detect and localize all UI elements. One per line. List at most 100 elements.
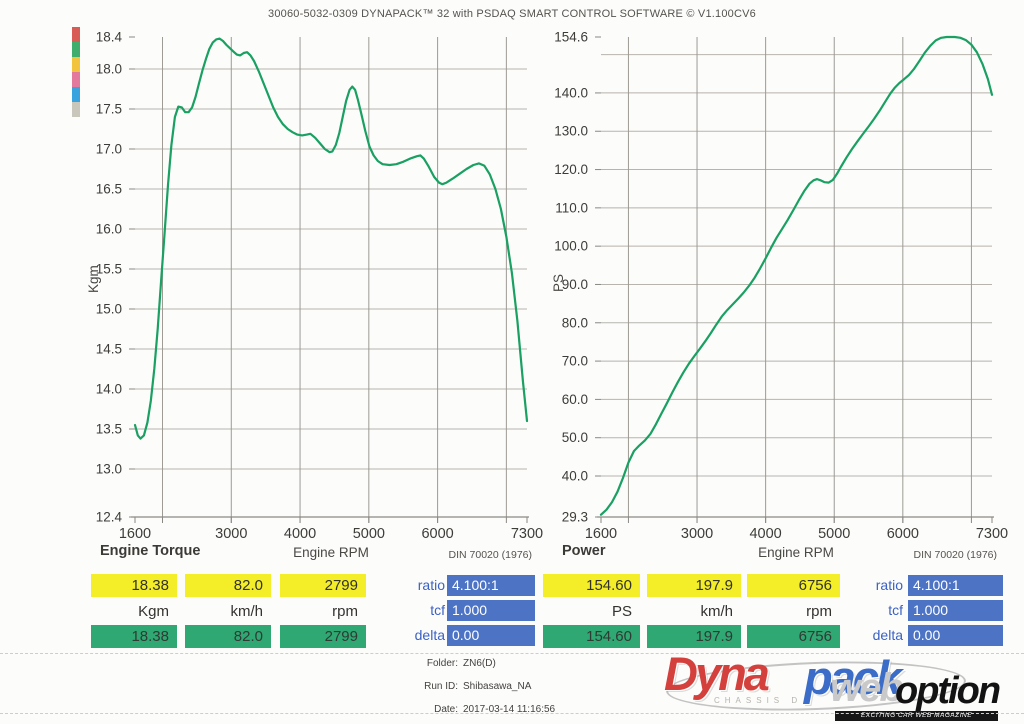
delta-label: delta [872,627,903,643]
torque-y-tick-label: 14.0 [96,382,122,397]
torque-x-tick-label: 4000 [284,526,316,542]
torque-y-tick-label: 17.0 [96,142,122,157]
delta-value: 0.00 [447,625,535,646]
torque-x-axis-label: Engine RPM [293,545,369,560]
tcf-value: 1.000 [908,600,1003,621]
power-x-tick-label: 5000 [818,526,850,542]
power-y-tick-label: 29.3 [562,510,588,525]
run-id-value: Shibasawa_NA [463,681,532,692]
power-y-tick-label: 100.0 [554,239,588,254]
speed-unit: km/h [230,603,263,620]
run-id-row: Run ID: Shibasawa_NA [410,681,531,692]
legend-color-swatch [72,42,80,57]
torque-din-standard: DIN 70020 (1976) [448,549,532,561]
run-id-label: Run ID: [424,681,458,692]
delta-label: delta [414,627,445,643]
power-y-tick-label: 90.0 [562,277,588,292]
dynapack-weboption-logo: Dyna pack CHASSIS D web option EXCITING … [652,647,1022,722]
legend-color-swatch [72,27,80,42]
folder-label: Folder: [426,658,458,669]
power-curve [599,35,994,516]
torque-cursor-rpm: 2799 [280,625,366,648]
power-x-tick-label: 7300 [976,526,1008,542]
power-y-tick-label: 60.0 [562,392,588,407]
torque-x-tick-label: 3000 [215,526,247,542]
torque-peak-speed: 82.0 [185,574,271,597]
torque-y-tick-label: 17.5 [96,102,122,117]
torque-y-axis-unit: Kgm [86,265,101,293]
torque-curve [133,37,529,440]
power-y-tick-label: 120.0 [554,162,588,177]
torque-y-tick-label: 18.4 [96,30,123,45]
torque-cursor-speed: 82.0 [185,625,271,648]
torque-x-tick-label: 5000 [353,526,385,542]
date-value: 2017-03-14 11:16:56 [463,704,556,715]
torque-cursor-value: 18.38 [91,625,177,648]
torque-x-tick-label: 1600 [119,526,151,542]
torque-peak-value: 18.38 [91,574,177,597]
tcf-label: tcf [888,602,903,618]
torque-peak-rpm: 2799 [280,574,366,597]
logo-pack-text: pack [804,651,902,704]
legend-color-swatch [72,87,80,102]
power-y-axis-unit: PS [551,273,566,292]
speed-unit: km/h [700,603,733,620]
power-chart-title: Power [562,543,606,559]
legend-color-swatch [72,57,80,72]
power-cursor-speed: 197.9 [647,625,741,648]
tcf-label: tcf [430,602,445,618]
power-y-tick-label: 50.0 [562,430,588,445]
torque-y-tick-label: 15.5 [96,262,122,277]
torque-y-tick-label: 18.0 [96,62,122,77]
power-y-tick-label: 154.6 [554,30,588,45]
power-x-tick-label: 1600 [585,526,617,542]
legend-color-swatch [72,102,80,117]
torque-y-tick-label: 16.0 [96,222,122,237]
rpm-unit: rpm [332,603,358,620]
torque-y-tick-label: 15.0 [96,302,122,317]
power-x-tick-label: 3000 [681,526,713,542]
power-peak-value: 154.60 [543,574,640,597]
date-label: Date: [434,704,458,715]
logo-option-text: option [895,670,1001,712]
logo-chassis-text: CHASSIS D [714,696,803,705]
torque-y-tick-label: 13.0 [96,462,122,477]
torque-x-tick-label: 7300 [511,526,543,542]
power-y-tick-label: 130.0 [554,124,588,139]
logo-dyna-text: Dyna [664,647,770,700]
torque-y-tick-label: 13.5 [96,422,122,437]
logo-web-text: web [830,666,904,710]
power-unit: PS [611,603,632,620]
power-peak-rpm: 6756 [747,574,840,597]
torque-unit: Kgm [138,603,169,620]
scan-artifact-line [0,653,1024,654]
power-x-tick-label: 6000 [887,526,919,542]
torque-y-tick-label: 16.5 [96,182,122,197]
power-y-tick-label: 140.0 [554,85,588,100]
power-peak-speed: 197.9 [647,574,741,597]
folder-value: ZN6(D) [463,658,496,669]
channel-color-legend [72,27,80,117]
report-header-title: 30060-5032-0309 DYNAPACK™ 32 with PSDAQ … [268,8,756,20]
folder-row: Folder: ZN6(D) [410,658,496,669]
scan-artifact-line [0,713,1024,714]
tcf-value: 1.000 [447,600,535,621]
legend-color-swatch [72,72,80,87]
power-din-standard: DIN 70020 (1976) [913,549,997,561]
power-x-axis-label: Engine RPM [758,545,834,560]
power-y-tick-label: 40.0 [562,469,588,484]
ratio-label: ratio [417,577,445,593]
power-cursor-rpm: 6756 [747,625,840,648]
power-x-tick-label: 4000 [749,526,781,542]
torque-y-tick-label: 12.4 [96,510,123,525]
ratio-label: ratio [875,577,903,593]
torque-y-tick-label: 14.5 [96,342,122,357]
power-cursor-value: 154.60 [543,625,640,648]
ratio-value: 4.100:1 [447,575,535,596]
torque-chart-title: Engine Torque [100,543,201,559]
power-y-tick-label: 70.0 [562,354,588,369]
delta-value: 0.00 [908,625,1003,646]
power-y-tick-label: 110.0 [555,200,588,215]
